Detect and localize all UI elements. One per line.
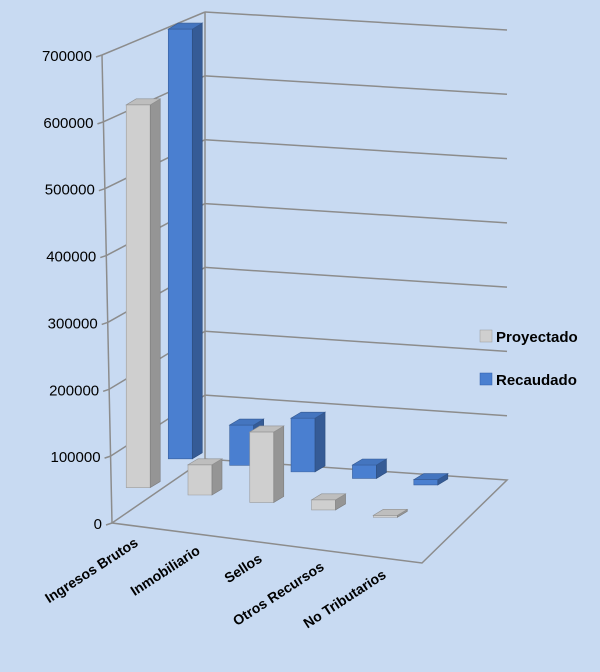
y-tick-label: 200000	[49, 382, 99, 399]
gridline	[204, 394, 508, 417]
legend-label-recaudado: Recaudado	[496, 372, 577, 389]
y-tick-mark	[95, 54, 103, 58]
legend-swatch-proyectado	[479, 329, 493, 343]
legend-swatch-recaudado	[479, 372, 493, 386]
legend: Proyectado Recaudado	[479, 329, 578, 389]
y-tick-label: 700000	[42, 48, 92, 65]
gridline	[204, 266, 508, 288]
y-tick-mark	[100, 254, 107, 259]
gridline	[204, 330, 508, 353]
y-tick-label: 0	[94, 516, 102, 533]
gridlines	[101, 11, 509, 564]
legend-label-proyectado: Proyectado	[496, 329, 578, 346]
bar-proyectado-1	[186, 458, 224, 496]
gridline-side	[101, 11, 206, 56]
x-tick-label: Ingresos Brutos	[42, 534, 141, 606]
gridline	[204, 11, 508, 31]
chart-floor	[109, 458, 509, 564]
bar-recaudado-4	[412, 473, 449, 486]
y-tick-label: 500000	[45, 182, 95, 199]
bar-proyectado-0	[125, 98, 162, 489]
y-tick-label: 100000	[51, 449, 101, 466]
y-tick-label: 300000	[48, 315, 98, 332]
bar-recaudado-2	[289, 411, 327, 473]
y-axis-line	[101, 54, 113, 524]
bar-proyectado-4	[372, 508, 409, 518]
gridline	[204, 202, 508, 224]
y-tick-mark	[104, 455, 111, 459]
bar-recaudado-0	[167, 22, 204, 460]
y-axis-ticks: 0 100000 200000 300000 400000 500000 600000 700…	[42, 48, 113, 533]
y-tick-label: 400000	[46, 249, 96, 266]
gridline	[204, 75, 508, 96]
y-tick-mark	[102, 388, 110, 392]
y-tick-mark	[101, 321, 108, 326]
y-tick-label: 600000	[43, 115, 93, 132]
x-tick-label: Sellos	[221, 550, 264, 586]
gridline	[204, 138, 508, 160]
y-tick-mark	[97, 121, 104, 125]
x-tick-label: Inmobiliario	[127, 542, 202, 599]
bar-recaudado-3	[351, 458, 388, 479]
y-tick-mark	[105, 522, 113, 526]
y-tick-mark	[98, 188, 106, 192]
bars	[125, 22, 449, 518]
bar-proyectado-3	[310, 493, 347, 511]
bar-proyectado-2	[248, 425, 285, 503]
